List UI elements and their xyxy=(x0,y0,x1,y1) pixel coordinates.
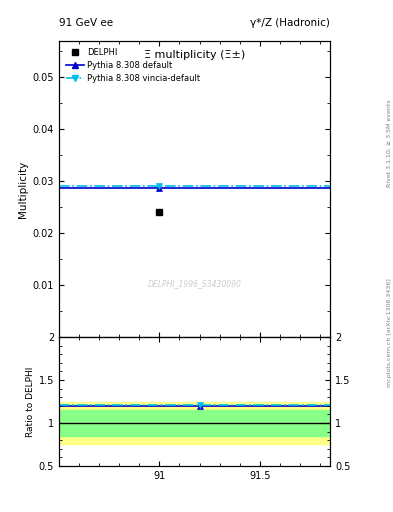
Text: Ξ multiplicity (Ξ±): Ξ multiplicity (Ξ±) xyxy=(144,50,245,60)
Legend: DELPHI, Pythia 8.308 default, Pythia 8.308 vincia-default: DELPHI, Pythia 8.308 default, Pythia 8.3… xyxy=(63,45,203,86)
Y-axis label: Ratio to DELPHI: Ratio to DELPHI xyxy=(26,367,35,437)
Text: mcplots.cern.ch [arXiv:1306.3436]: mcplots.cern.ch [arXiv:1306.3436] xyxy=(387,279,391,387)
Text: 91 GeV ee: 91 GeV ee xyxy=(59,18,113,28)
Text: DELPHI_1996_S3430090: DELPHI_1996_S3430090 xyxy=(148,280,241,288)
Text: γ*/Z (Hadronic): γ*/Z (Hadronic) xyxy=(250,18,330,28)
Y-axis label: Multiplicity: Multiplicity xyxy=(18,160,28,218)
Text: Rivet 3.1.10; ≥ 3.5M events: Rivet 3.1.10; ≥ 3.5M events xyxy=(387,99,391,187)
Bar xyxy=(59,410,330,436)
Bar xyxy=(59,401,330,444)
